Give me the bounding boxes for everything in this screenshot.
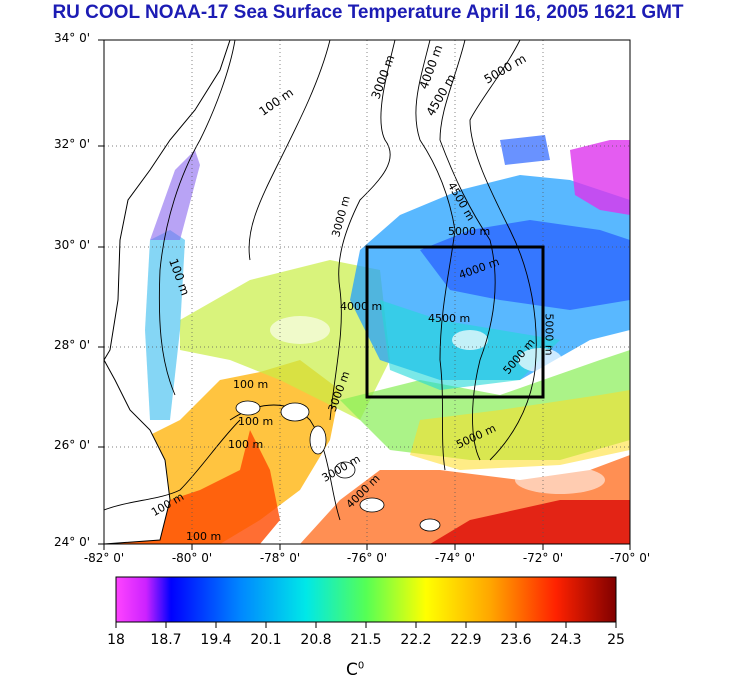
contour-100m: [158, 39, 236, 396]
colorbar-tick-label: 22.9: [450, 632, 482, 648]
cloud-gap: [518, 348, 562, 372]
cloud-gap: [515, 466, 605, 494]
lat-label: 30° 0': [54, 238, 91, 252]
colorbar-unit-superscript: 0: [357, 660, 365, 672]
bathymetry-contours: [103, 39, 537, 521]
island: [334, 461, 356, 479]
lon-label: -72° 0': [522, 551, 564, 565]
colorbar-tick-label: 20.8: [300, 632, 332, 648]
colorbar-tick-label: 22.2: [400, 632, 432, 648]
axis-ticks: [98, 39, 631, 550]
lon-label: -70° 0': [609, 551, 651, 565]
contour-100m-south: [103, 419, 241, 511]
colorbar-unit-text: C: [346, 660, 358, 680]
contour-label: 100 m: [238, 415, 274, 428]
lon-label: -76° 0': [346, 551, 388, 565]
lat-label: 34° 0': [54, 31, 91, 45]
colorbar-tick-label: 19.4: [200, 632, 232, 648]
island: [235, 400, 261, 416]
contour-label: 5000 m: [448, 225, 491, 238]
lat-label: 28° 0': [54, 338, 91, 352]
sst-coastal-north: [150, 150, 200, 240]
colorbar-unit-label: C0: [346, 660, 364, 680]
lat-label: 32° 0': [54, 137, 91, 151]
lon-label: -74° 0': [434, 551, 476, 565]
sst-yellow-band: [410, 390, 630, 470]
contour-label: 4000 m: [340, 300, 383, 313]
island: [309, 425, 327, 455]
colorbar-tick-label: 21.5: [350, 632, 382, 648]
colorbar-tick-label: 18.7: [150, 632, 182, 648]
contour-label: 100 m: [186, 530, 222, 543]
lon-label: -78° 0': [259, 551, 301, 565]
colorbar-ticks: [115, 622, 617, 628]
contour-5000m: [469, 39, 537, 461]
colorbar-tick-label: 23.6: [500, 632, 532, 648]
island: [359, 497, 385, 513]
sst-coastal-strip: [145, 230, 185, 420]
colorbar-tick-label: 20.1: [250, 632, 282, 648]
sst-cold-region: [420, 220, 630, 310]
contour-label: 100 m: [233, 378, 269, 391]
sst-far-north: [570, 140, 630, 215]
lon-label: -82° 0': [83, 551, 125, 565]
bahamas-islands: [235, 400, 441, 532]
contour-label: 4500 m: [428, 312, 471, 325]
contour-label: 5000 m: [542, 313, 556, 356]
colorbar-tick-label: 24.3: [550, 632, 582, 648]
sst-south-hot: [430, 500, 630, 544]
lon-label: -80° 0': [171, 551, 213, 565]
lat-label: 24° 0': [54, 535, 91, 549]
cloud-gap: [452, 330, 488, 350]
study-region-box: [365, 245, 545, 399]
contour-100m-outer: [248, 39, 331, 261]
lat-label: 26° 0': [54, 438, 91, 452]
map-title: RU COOL NOAA-17 Sea Surface Temperature …: [52, 2, 684, 23]
contour-label: 100 m: [228, 438, 264, 451]
colorbar-tick-label: 25: [607, 632, 625, 648]
colorbar: [115, 576, 617, 623]
contour-3000m: [329, 39, 396, 421]
colorbar-tick-label: 18: [107, 632, 125, 648]
island: [419, 518, 441, 532]
island: [280, 402, 310, 422]
cloud-gap: [270, 316, 330, 344]
land-coast: [103, 39, 231, 362]
contour-4500m: [439, 39, 496, 461]
sst-patch: [500, 135, 550, 165]
